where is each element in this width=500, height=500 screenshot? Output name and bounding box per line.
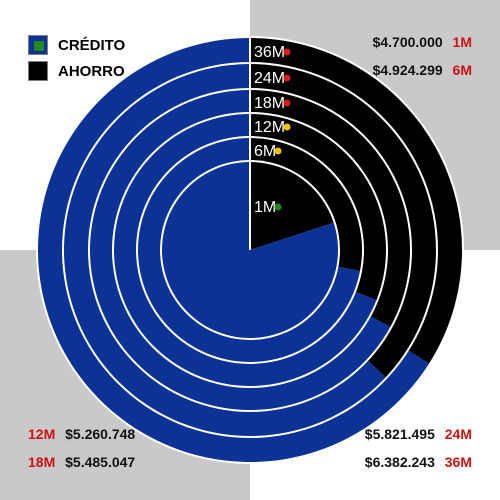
annotation-amount: $4.924.299: [372, 62, 443, 78]
ring-label: 6M: [254, 143, 276, 160]
annotation-24m: $5.821.495 24M: [365, 426, 472, 442]
annotation-12m: 12M $5.260.748: [28, 426, 135, 442]
credito-slice-1m: [161, 162, 338, 339]
ahorro-slice-1m: [250, 162, 334, 250]
ring-status-dot: [274, 203, 282, 211]
annotation-amount: $6.382.243: [364, 454, 435, 470]
ring-label: 12M: [254, 119, 285, 136]
annotation-period: 1M: [452, 34, 472, 50]
legend-swatch-credito: [28, 35, 48, 55]
annotation-amount: $4.700.000: [372, 34, 443, 50]
annotation-amount: $5.260.748: [65, 426, 136, 442]
legend-item-credito: CRÉDITO: [28, 32, 125, 58]
legend-label-credito: CRÉDITO: [58, 36, 126, 54]
annotation-6m: $4.924.299 6M: [373, 62, 472, 78]
ring-label: 1M: [254, 199, 276, 216]
annotation-amount: $5.821.495: [364, 426, 435, 442]
ring-status-dot: [283, 48, 291, 56]
ring-label: 36M: [254, 44, 285, 61]
ring-status-dot: [283, 99, 291, 107]
annotation-period: 24M: [444, 426, 472, 442]
annotation-36m: $6.382.243 36M: [365, 454, 472, 470]
annotation-amount: $5.485.047: [65, 454, 136, 470]
ring-label: 24M: [254, 70, 285, 87]
ring-status-dot: [283, 123, 291, 131]
legend-item-ahorro: AHORRO: [28, 58, 125, 84]
annotation-18m: 18M $5.485.047: [28, 454, 135, 470]
legend-label-ahorro: AHORRO: [58, 62, 125, 80]
annotation-period: 36M: [444, 454, 472, 470]
ring-label: 18M: [254, 95, 285, 112]
annotation-period: 12M: [28, 426, 56, 442]
ring-status-dot: [283, 74, 291, 82]
annotation-period: 18M: [28, 454, 56, 470]
chart-legend: CRÉDITO AHORRO: [28, 32, 125, 84]
annotation-period: 6M: [452, 62, 472, 78]
ring-status-dot: [274, 147, 282, 155]
legend-swatch-ahorro: [28, 61, 48, 81]
annotation-1m: $4.700.000 1M: [373, 34, 472, 50]
